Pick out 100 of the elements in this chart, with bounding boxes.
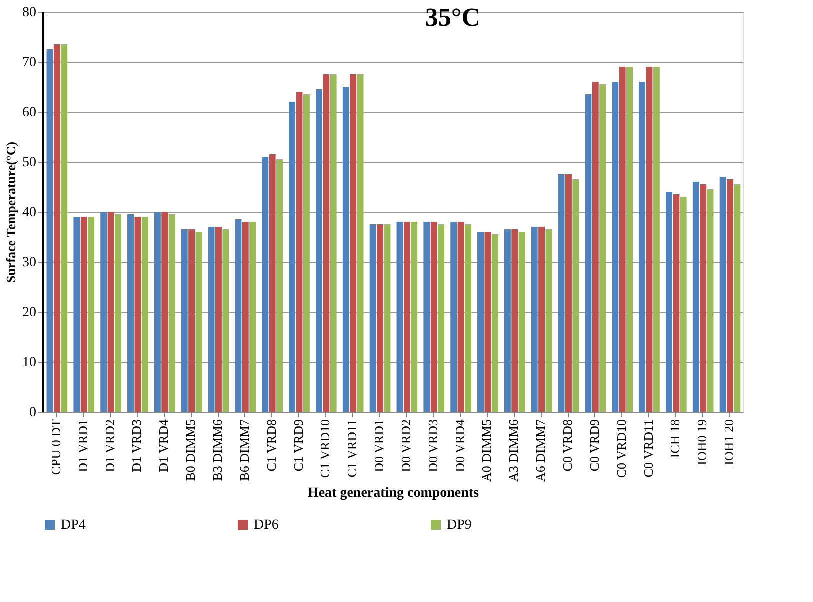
- x-tick-label: D1 VRD1: [75, 420, 90, 472]
- y-axis-title: Surface Temperature(°C): [4, 142, 18, 284]
- bar: [128, 214, 134, 412]
- bar: [720, 177, 726, 412]
- y-tick-label: 20: [22, 306, 36, 320]
- bar: [504, 230, 511, 412]
- bar: [478, 232, 484, 412]
- bar: [484, 232, 492, 412]
- bar: [546, 230, 552, 412]
- x-tick-label: IOH0 19: [694, 420, 710, 466]
- bar: [342, 87, 350, 412]
- x-tick-label: A6 DIMM7: [533, 419, 548, 482]
- bar: [88, 217, 95, 412]
- bar: [592, 82, 599, 412]
- x-tick-label: D1 VRD3: [129, 420, 144, 472]
- x-tick-label: C1 VRD8: [264, 420, 279, 472]
- bar: [316, 90, 322, 412]
- bar: [162, 212, 168, 412]
- bar: [458, 222, 464, 412]
- x-tick-label: A3 DIMM6: [506, 419, 522, 482]
- y-tick-label: 80: [22, 6, 36, 20]
- bar: [646, 67, 653, 412]
- bar: [450, 222, 458, 412]
- bar: [357, 74, 364, 412]
- y-tick-label: 60: [22, 106, 36, 120]
- bar: [196, 232, 202, 412]
- bar: [384, 224, 391, 412]
- bar: [289, 102, 296, 412]
- bar: [619, 67, 626, 412]
- bar: [492, 234, 498, 412]
- x-tick-label: D0 VRD3: [425, 420, 440, 472]
- bar: [235, 220, 242, 412]
- bar: [188, 230, 196, 412]
- x-tick-label: B3 DIMM6: [210, 419, 225, 482]
- x-tick-label: C1 VRD10: [318, 420, 333, 478]
- x-tick-label: B0 DIMM5: [183, 420, 198, 482]
- bar: [276, 160, 283, 412]
- x-tick-label: B6 DIMM7: [236, 419, 252, 482]
- bar: [350, 74, 357, 412]
- x-tick-label: IOH1 20: [722, 420, 737, 466]
- bar: [707, 190, 714, 412]
- bar: [558, 174, 565, 412]
- bar: [168, 214, 176, 412]
- y-tick-label: 70: [22, 56, 36, 70]
- bar: [303, 94, 310, 412]
- bar: [612, 82, 619, 412]
- bar: [424, 222, 430, 412]
- bar: [262, 157, 269, 412]
- bar: [323, 74, 330, 412]
- bar: [692, 182, 700, 412]
- bar: [208, 227, 215, 412]
- x-tick-label: C0 VRD9: [586, 420, 602, 472]
- x-tick-label: C0 VRD10: [614, 420, 629, 478]
- x-tick-label: C0 VRD11: [640, 420, 656, 478]
- legend-label: DP9: [447, 518, 472, 533]
- bar: [700, 184, 707, 412]
- bar: [114, 214, 122, 412]
- bar: [430, 222, 438, 412]
- bar: [269, 154, 276, 412]
- x-tick-label: CPU 0 DT: [48, 419, 64, 476]
- bar: [600, 84, 606, 412]
- bar: [565, 174, 572, 412]
- x-tick-label: D0 VRD1: [372, 420, 387, 472]
- bar: [464, 224, 472, 412]
- bar: [727, 180, 734, 412]
- bar: [572, 180, 580, 412]
- x-tick-label: D0 VRD4: [452, 419, 468, 472]
- bar: [100, 212, 108, 412]
- bar: [680, 197, 687, 412]
- bar: [673, 194, 680, 412]
- bar: [585, 94, 592, 412]
- bar: [250, 222, 256, 412]
- bar: [653, 67, 660, 412]
- bar: [54, 44, 60, 412]
- x-tick-label: C0 VRD8: [560, 420, 575, 472]
- x-tick-label: C1 VRD9: [290, 420, 306, 472]
- bar: [46, 50, 54, 412]
- bar: [242, 222, 249, 412]
- bar: [215, 227, 222, 412]
- bar: [531, 227, 538, 412]
- x-tick-label: D1 VRD2: [102, 420, 118, 472]
- bar: [396, 222, 404, 412]
- y-tick-label: 30: [22, 256, 36, 270]
- x-tick-label: D1 VRD4: [156, 419, 172, 472]
- x-tick-label: ICH 18: [668, 420, 683, 458]
- y-tick-label: 10: [22, 356, 36, 370]
- bar: [512, 230, 518, 412]
- bar: [142, 217, 148, 412]
- bar: [377, 224, 384, 412]
- bar: [370, 224, 376, 412]
- y-tick-label: 40: [22, 206, 36, 220]
- x-tick-label: C1 VRD11: [344, 420, 360, 478]
- bar: [411, 222, 418, 412]
- bar: [734, 184, 741, 412]
- y-tick-label: 0: [30, 406, 36, 420]
- bar: [296, 92, 303, 412]
- x-axis-title: Heat generating components: [308, 486, 480, 501]
- bar: [438, 224, 445, 412]
- legend-label: DP4: [61, 518, 86, 533]
- bar: [61, 44, 68, 412]
